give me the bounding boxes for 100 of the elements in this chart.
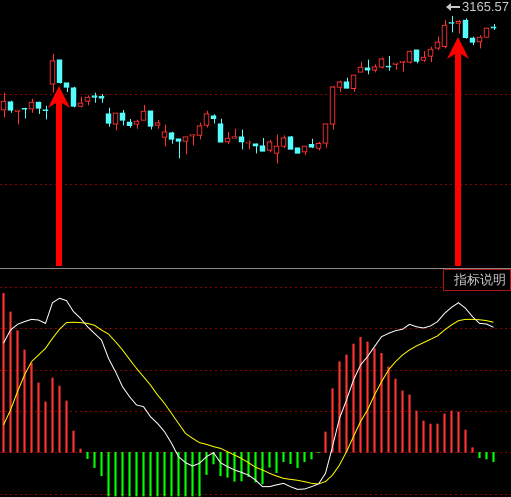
bar (37, 382, 40, 453)
candlestick (420, 50, 426, 63)
text: 3165.57 (462, 0, 509, 14)
candlestick (28, 98, 34, 114)
bar (394, 378, 397, 453)
candlestick (350, 74, 356, 92)
bar (65, 400, 68, 453)
bar (121, 452, 124, 496)
bar (100, 452, 103, 476)
candlestick (344, 77, 350, 89)
text: 指标说明 (454, 272, 506, 287)
bar (422, 420, 425, 453)
bar (79, 448, 82, 453)
bar (156, 452, 159, 496)
candlestick (84, 94, 90, 106)
bar (58, 386, 61, 453)
candlestick (456, 20, 462, 34)
candlestick (406, 50, 412, 64)
bar (296, 452, 299, 468)
bar (191, 452, 194, 496)
bar (303, 452, 306, 462)
bar (443, 414, 446, 453)
bar (30, 362, 33, 453)
bar (16, 330, 19, 453)
bar (170, 452, 173, 496)
bar (373, 348, 376, 453)
bar (401, 390, 404, 453)
bar (380, 352, 383, 453)
candlestick (280, 134, 286, 149)
bar (107, 452, 110, 496)
bar (149, 452, 152, 496)
candlestick (50, 53, 56, 94)
candlestick (196, 122, 202, 140)
bar (114, 452, 117, 496)
candlestick (238, 129, 244, 150)
bar (44, 402, 47, 453)
candlestick (462, 18, 468, 40)
bar (324, 432, 327, 453)
candlestick (176, 138, 182, 159)
bar (23, 350, 26, 453)
candlestick (476, 34, 482, 49)
bar (310, 452, 313, 460)
candlestick (112, 112, 118, 131)
bar (2, 292, 5, 453)
bar (450, 410, 453, 453)
candlestick (386, 55, 392, 72)
bar (415, 410, 418, 453)
bar (163, 452, 166, 496)
candlestick (266, 140, 272, 153)
candlestick (442, 20, 448, 49)
candlestick (308, 138, 314, 149)
candlestick (162, 124, 168, 147)
bar (289, 452, 292, 464)
bar (51, 378, 54, 453)
bar (387, 366, 390, 453)
bar (142, 452, 145, 496)
candlestick (322, 122, 328, 148)
candlestick (168, 131, 174, 144)
candlestick (218, 118, 224, 143)
bar (436, 424, 439, 453)
candlestick (274, 134, 280, 164)
bar (464, 430, 467, 453)
bar (485, 452, 488, 460)
candlestick (182, 136, 188, 155)
bar (261, 452, 264, 484)
candlestick (120, 110, 126, 126)
bar (86, 452, 89, 460)
bar (429, 424, 432, 453)
bar (198, 452, 201, 496)
candlestick (56, 59, 62, 84)
candlestick (378, 56, 384, 69)
candlestick (0, 92, 6, 118)
candlestick (224, 132, 230, 145)
bar (457, 412, 460, 453)
bar (93, 452, 96, 468)
bar (478, 452, 481, 458)
bar (268, 452, 271, 468)
candlestick (78, 96, 84, 108)
candlestick (364, 59, 370, 75)
candlestick (148, 110, 154, 130)
candlestick (36, 101, 42, 115)
candlestick (204, 110, 210, 128)
candlestick (434, 36, 440, 51)
candlestick (140, 104, 146, 121)
bar (135, 452, 138, 496)
bar (408, 394, 411, 453)
candlestick (260, 138, 266, 152)
bar (9, 312, 12, 453)
candlestick (106, 107, 112, 128)
candlestick (64, 82, 70, 93)
candlestick (92, 92, 98, 104)
candlestick (288, 135, 294, 150)
candlestick (232, 128, 238, 139)
bar (282, 452, 285, 462)
candlestick (70, 86, 76, 108)
candlestick (210, 114, 216, 124)
candlestick (336, 80, 342, 92)
candlestick (358, 61, 364, 73)
bar (184, 452, 187, 496)
candlestick (414, 49, 420, 64)
